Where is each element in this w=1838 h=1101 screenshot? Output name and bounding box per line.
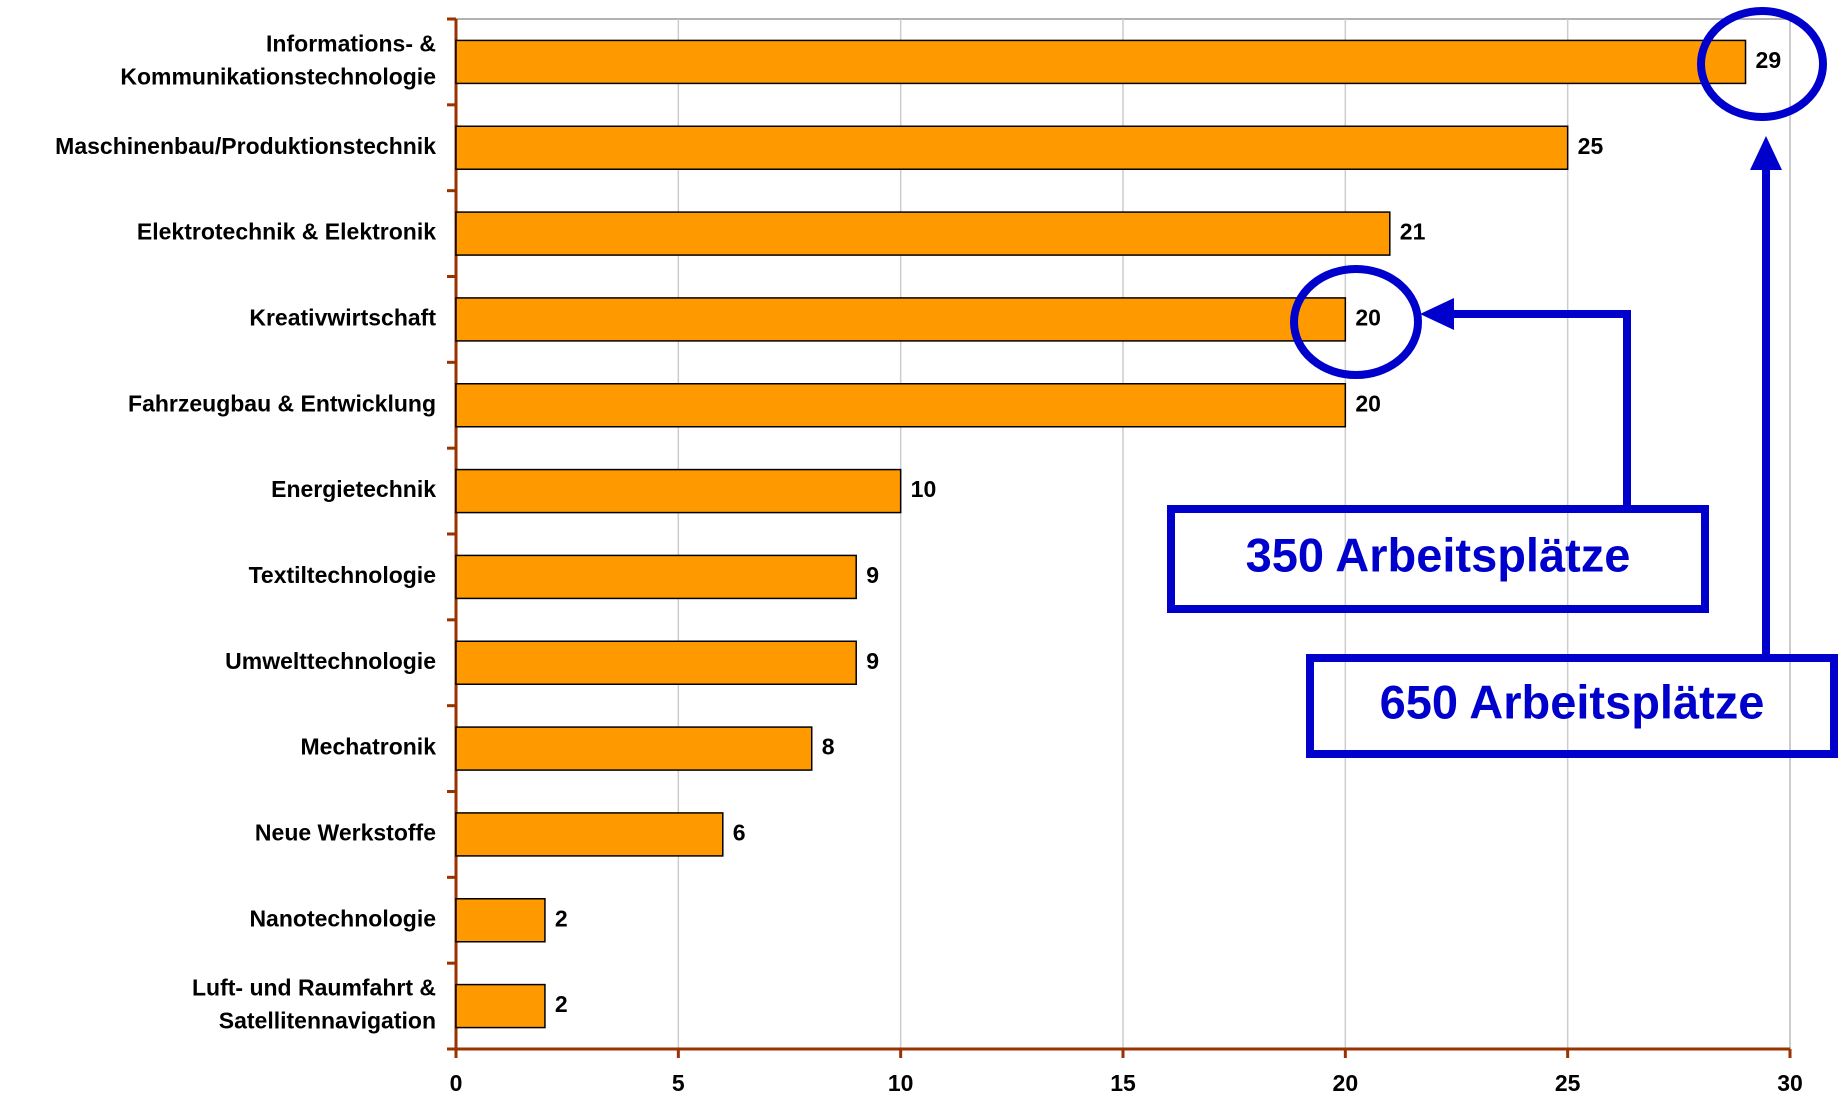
y-tick-label: Elektrotechnik & Elektronik — [137, 219, 436, 245]
y-tick-label-line: Textiltechnologie — [249, 562, 436, 588]
x-tick-label: 5 — [672, 1070, 685, 1096]
y-tick-label: Textiltechnologie — [249, 562, 436, 588]
bar — [455, 898, 546, 943]
value-label: 8 — [822, 734, 835, 760]
x-tick-label: 15 — [1110, 1070, 1136, 1096]
bar — [455, 468, 902, 514]
y-tick-label-line: Kreativwirtschaft — [249, 304, 436, 330]
y-tick-label-line: Luft- und Raumfahrt & — [192, 975, 436, 1001]
value-label: 29 — [1756, 47, 1782, 73]
y-tick-label: Informations- & Kommunikationstechnologie — [120, 30, 436, 89]
bar — [455, 726, 813, 771]
y-tick-label: Mechatronik — [301, 734, 437, 760]
value-label: 9 — [866, 648, 879, 674]
y-tick-label-line: Elektrotechnik & Elektronik — [137, 219, 436, 245]
annotation-shapes — [1167, 7, 1838, 758]
value-label: 20 — [1355, 390, 1381, 416]
arrow — [1450, 310, 1631, 509]
y-tick-label-line: Kommunikationstechnologie — [120, 63, 436, 89]
y-tick-label-line: Nanotechnologie — [249, 905, 436, 931]
value-label: 9 — [866, 562, 879, 588]
y-tick-label-line: Informations- & — [266, 30, 436, 56]
y-tick-label: Nanotechnologie — [249, 905, 436, 931]
y-tick-label-line: Maschinenbau/Produktionstechnik — [55, 133, 436, 159]
bar — [455, 297, 1347, 342]
highlight-circle — [1290, 265, 1422, 379]
x-tick-label: 10 — [888, 1070, 914, 1096]
y-tick-label: Maschinenbau/Produktionstechnik — [55, 133, 436, 159]
bar — [455, 983, 546, 1029]
annotation: 350 Arbeitsplätze — [1246, 528, 1631, 581]
y-tick-label-line: Neue Werkstoffe — [255, 819, 436, 845]
bar — [455, 39, 1747, 85]
y-tick-label-line: Fahrzeugbau & Entwicklung — [128, 390, 436, 416]
y-tick-label-line: Mechatronik — [301, 734, 437, 760]
bar — [455, 125, 1569, 170]
y-tick-label: Neue Werkstoffe — [255, 819, 436, 845]
y-tick-label: Fahrzeugbau & Entwicklung — [128, 390, 436, 416]
y-tick-label-line: Satellitennavigation — [219, 1008, 436, 1034]
y-tick-label: Kreativwirtschaft — [249, 304, 436, 330]
x-tick-label: 0 — [450, 1070, 463, 1096]
y-tick-label: Umwelttechnologie — [225, 648, 436, 674]
y-tick-label-line: Umwelttechnologie — [225, 648, 436, 674]
y-tick-label: Luft- und Raumfahrt & Satellitennavigatio… — [192, 975, 436, 1034]
value-label: 6 — [733, 819, 746, 845]
value-label: 20 — [1355, 304, 1381, 330]
bar — [455, 383, 1347, 428]
value-label: 21 — [1400, 219, 1426, 245]
value-label: 2 — [555, 991, 568, 1017]
y-tick-label-line: Energietechnik — [271, 476, 436, 502]
x-tick-label: 30 — [1777, 1070, 1803, 1096]
bar — [455, 554, 857, 600]
y-tick-label: Energietechnik — [271, 476, 436, 502]
value-label: 10 — [911, 476, 937, 502]
x-tick-label: 25 — [1555, 1070, 1581, 1096]
annotation-box — [1306, 654, 1838, 758]
arrowhead — [1750, 136, 1782, 170]
arrowhead — [1420, 298, 1454, 330]
highlight-circle — [1697, 7, 1827, 121]
x-tick-label: 20 — [1333, 1070, 1359, 1096]
value-label: 2 — [555, 905, 568, 931]
bar — [455, 640, 857, 685]
bar — [455, 211, 1391, 256]
bar — [455, 812, 724, 857]
annotation: 650 Arbeitsplätze — [1380, 675, 1765, 728]
value-label: 25 — [1578, 133, 1604, 159]
annotation-box — [1167, 505, 1709, 613]
